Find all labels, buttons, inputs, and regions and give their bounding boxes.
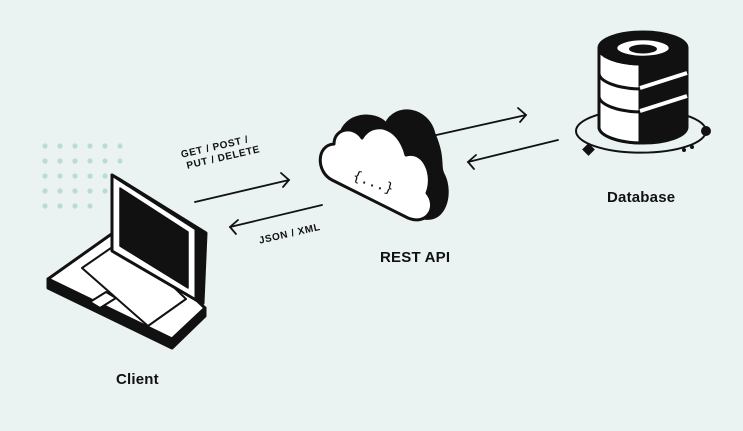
response-arrow — [228, 204, 323, 235]
database-icon — [575, 30, 711, 156]
cloud-icon — [318, 109, 449, 222]
database-label: Database — [607, 189, 676, 206]
rest-api-label: REST API — [380, 249, 451, 266]
request-arrow — [194, 172, 291, 203]
laptop-icon — [46, 173, 208, 350]
db-response-arrow — [466, 139, 559, 170]
dot-grid-decoration — [42, 143, 123, 209]
db-request-arrow — [431, 107, 528, 137]
client-label: Client — [116, 371, 159, 388]
